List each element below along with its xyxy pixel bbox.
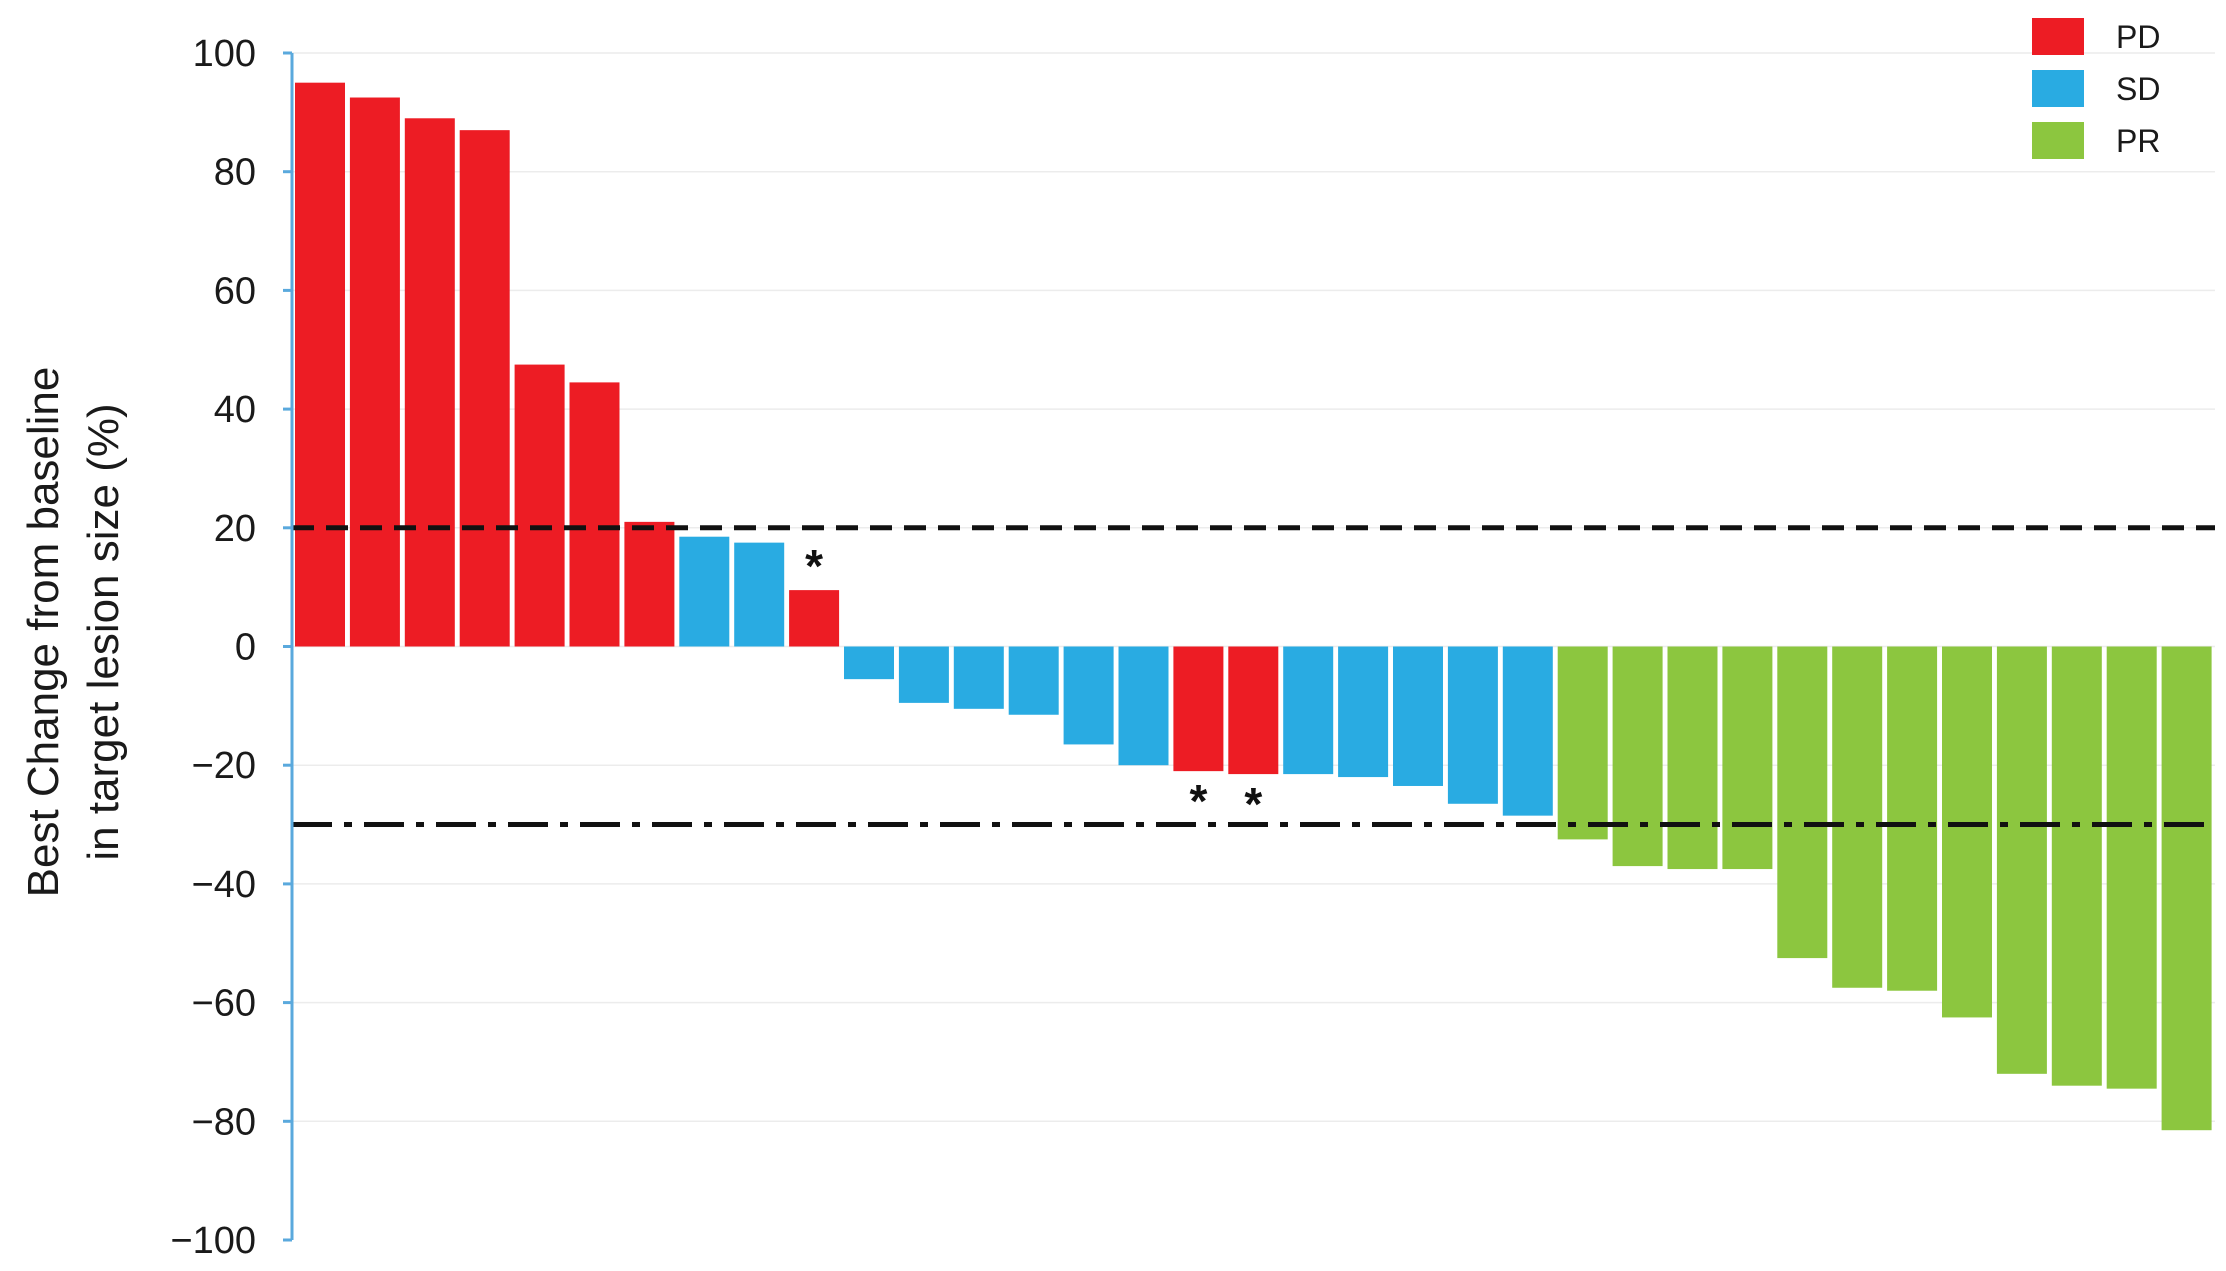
bar-24 <box>1557 646 1608 840</box>
bar-7 <box>624 521 675 647</box>
y-axis-title-line-1: Best Change from baseline <box>19 367 68 898</box>
bars <box>295 82 2212 1131</box>
bar-30 <box>1887 646 1938 991</box>
y-tick-label-7: −40 <box>192 864 256 906</box>
y-axis: 100 80 60 40 20 0 −20 −40 −60 −80 −100 <box>170 33 294 1262</box>
bar-15 <box>1063 646 1114 745</box>
annotation-bar-18: * <box>1244 778 1262 830</box>
bar-18 <box>1228 646 1279 775</box>
bar-12 <box>898 646 949 703</box>
legend-swatch-pr <box>2032 122 2084 159</box>
bar-35 <box>2161 646 2212 1131</box>
bar-2 <box>349 97 400 647</box>
bar-27 <box>1722 646 1773 870</box>
bar-21 <box>1393 646 1443 786</box>
legend-label-pr: PR <box>2116 123 2160 159</box>
legend-label-sd: SD <box>2116 71 2160 107</box>
bar-13 <box>953 646 1004 709</box>
annotation-bar-10: * <box>805 540 823 592</box>
bar-14 <box>1008 646 1059 715</box>
bar-33 <box>2051 646 2102 1086</box>
bar-17 <box>1173 646 1224 772</box>
y-axis-title-line-2: in target lesion size (%) <box>79 403 128 860</box>
y-tick-label-1: 80 <box>214 152 256 194</box>
legend-swatch-pd <box>2032 18 2084 55</box>
y-tick-label-5: 0 <box>235 627 256 669</box>
bar-10 <box>789 590 840 647</box>
bar-28 <box>1777 646 1828 959</box>
legend: PD SD PR <box>2032 18 2160 159</box>
bar-8 <box>679 536 730 647</box>
legend-label-pd: PD <box>2116 19 2160 55</box>
bar-23 <box>1502 646 1553 816</box>
bar-19 <box>1283 646 1334 775</box>
annotations: * * * <box>805 540 1262 830</box>
reference-lines <box>292 525 2215 828</box>
legend-swatch-sd <box>2032 70 2084 107</box>
bar-25 <box>1612 646 1663 867</box>
y-tick-label-2: 60 <box>214 270 256 312</box>
bar-5 <box>514 364 565 647</box>
annotation-bar-17: * <box>1189 775 1207 827</box>
y-tick-label-3: 40 <box>214 389 256 431</box>
bar-29 <box>1832 646 1883 988</box>
bar-11 <box>844 646 894 680</box>
y-tick-label-0: 100 <box>193 33 256 75</box>
bar-31 <box>1942 646 1992 1018</box>
bar-34 <box>2106 646 2157 1089</box>
y-tick-label-9: −80 <box>192 1101 256 1143</box>
bar-4 <box>459 130 510 647</box>
bar-26 <box>1667 646 1718 870</box>
y-tick-label-8: −60 <box>192 983 256 1025</box>
bar-20 <box>1338 646 1389 778</box>
y-tick-label-4: 20 <box>214 508 256 550</box>
bar-1 <box>295 82 345 647</box>
y-tick-label-6: −20 <box>192 745 256 787</box>
bar-3 <box>404 118 455 647</box>
bar-22 <box>1447 646 1498 804</box>
bar-16 <box>1118 646 1169 766</box>
y-tick-label-10: −100 <box>170 1220 256 1262</box>
bar-9 <box>734 542 785 647</box>
bar-32 <box>1996 646 2047 1074</box>
bar-6 <box>569 382 620 647</box>
